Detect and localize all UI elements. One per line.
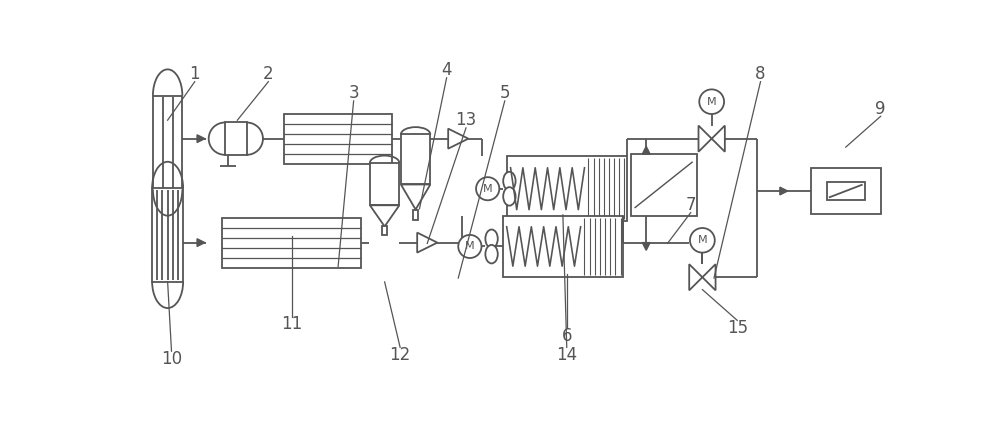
Bar bbox=[827, 182, 865, 200]
Text: M: M bbox=[465, 241, 475, 251]
Text: 2: 2 bbox=[263, 65, 274, 83]
Bar bbox=[401, 134, 430, 184]
Ellipse shape bbox=[485, 245, 498, 263]
Bar bbox=[225, 123, 247, 155]
Text: 6: 6 bbox=[562, 327, 572, 345]
Bar bbox=[222, 218, 361, 268]
Text: 9: 9 bbox=[875, 100, 886, 117]
Text: 15: 15 bbox=[727, 319, 748, 337]
Text: 4: 4 bbox=[441, 61, 452, 79]
Polygon shape bbox=[401, 184, 430, 209]
Bar bbox=[153, 96, 182, 190]
Ellipse shape bbox=[485, 229, 498, 248]
Text: M: M bbox=[483, 184, 493, 194]
Text: 8: 8 bbox=[755, 65, 766, 83]
Bar bbox=[503, 216, 623, 277]
Text: 1: 1 bbox=[189, 65, 200, 83]
Ellipse shape bbox=[503, 172, 516, 190]
Polygon shape bbox=[780, 187, 788, 195]
Polygon shape bbox=[689, 264, 702, 290]
Polygon shape bbox=[417, 233, 437, 253]
Bar bbox=[507, 156, 627, 221]
Text: 14: 14 bbox=[556, 346, 577, 364]
Text: 3: 3 bbox=[348, 84, 359, 102]
Polygon shape bbox=[197, 135, 205, 142]
Polygon shape bbox=[642, 243, 650, 250]
Polygon shape bbox=[642, 146, 650, 154]
Circle shape bbox=[476, 177, 499, 200]
Bar bbox=[382, 226, 387, 235]
Bar bbox=[370, 163, 399, 205]
Circle shape bbox=[699, 89, 724, 114]
Polygon shape bbox=[702, 264, 716, 290]
Text: 11: 11 bbox=[281, 315, 302, 333]
Bar bbox=[152, 188, 183, 282]
Polygon shape bbox=[448, 128, 468, 149]
Polygon shape bbox=[712, 126, 725, 152]
Bar bbox=[631, 154, 697, 216]
Bar bbox=[284, 114, 392, 164]
Text: M: M bbox=[707, 97, 716, 107]
Text: 10: 10 bbox=[161, 350, 182, 368]
Polygon shape bbox=[370, 205, 399, 226]
Text: 13: 13 bbox=[455, 111, 477, 129]
Circle shape bbox=[458, 235, 482, 258]
Polygon shape bbox=[197, 239, 205, 246]
Polygon shape bbox=[698, 126, 712, 152]
Text: 5: 5 bbox=[500, 84, 510, 102]
Text: 12: 12 bbox=[390, 346, 411, 364]
Text: 7: 7 bbox=[686, 196, 696, 214]
Bar bbox=[413, 209, 418, 220]
Ellipse shape bbox=[503, 187, 516, 206]
Text: M: M bbox=[698, 235, 707, 245]
Circle shape bbox=[690, 228, 715, 253]
Bar bbox=[811, 168, 881, 214]
